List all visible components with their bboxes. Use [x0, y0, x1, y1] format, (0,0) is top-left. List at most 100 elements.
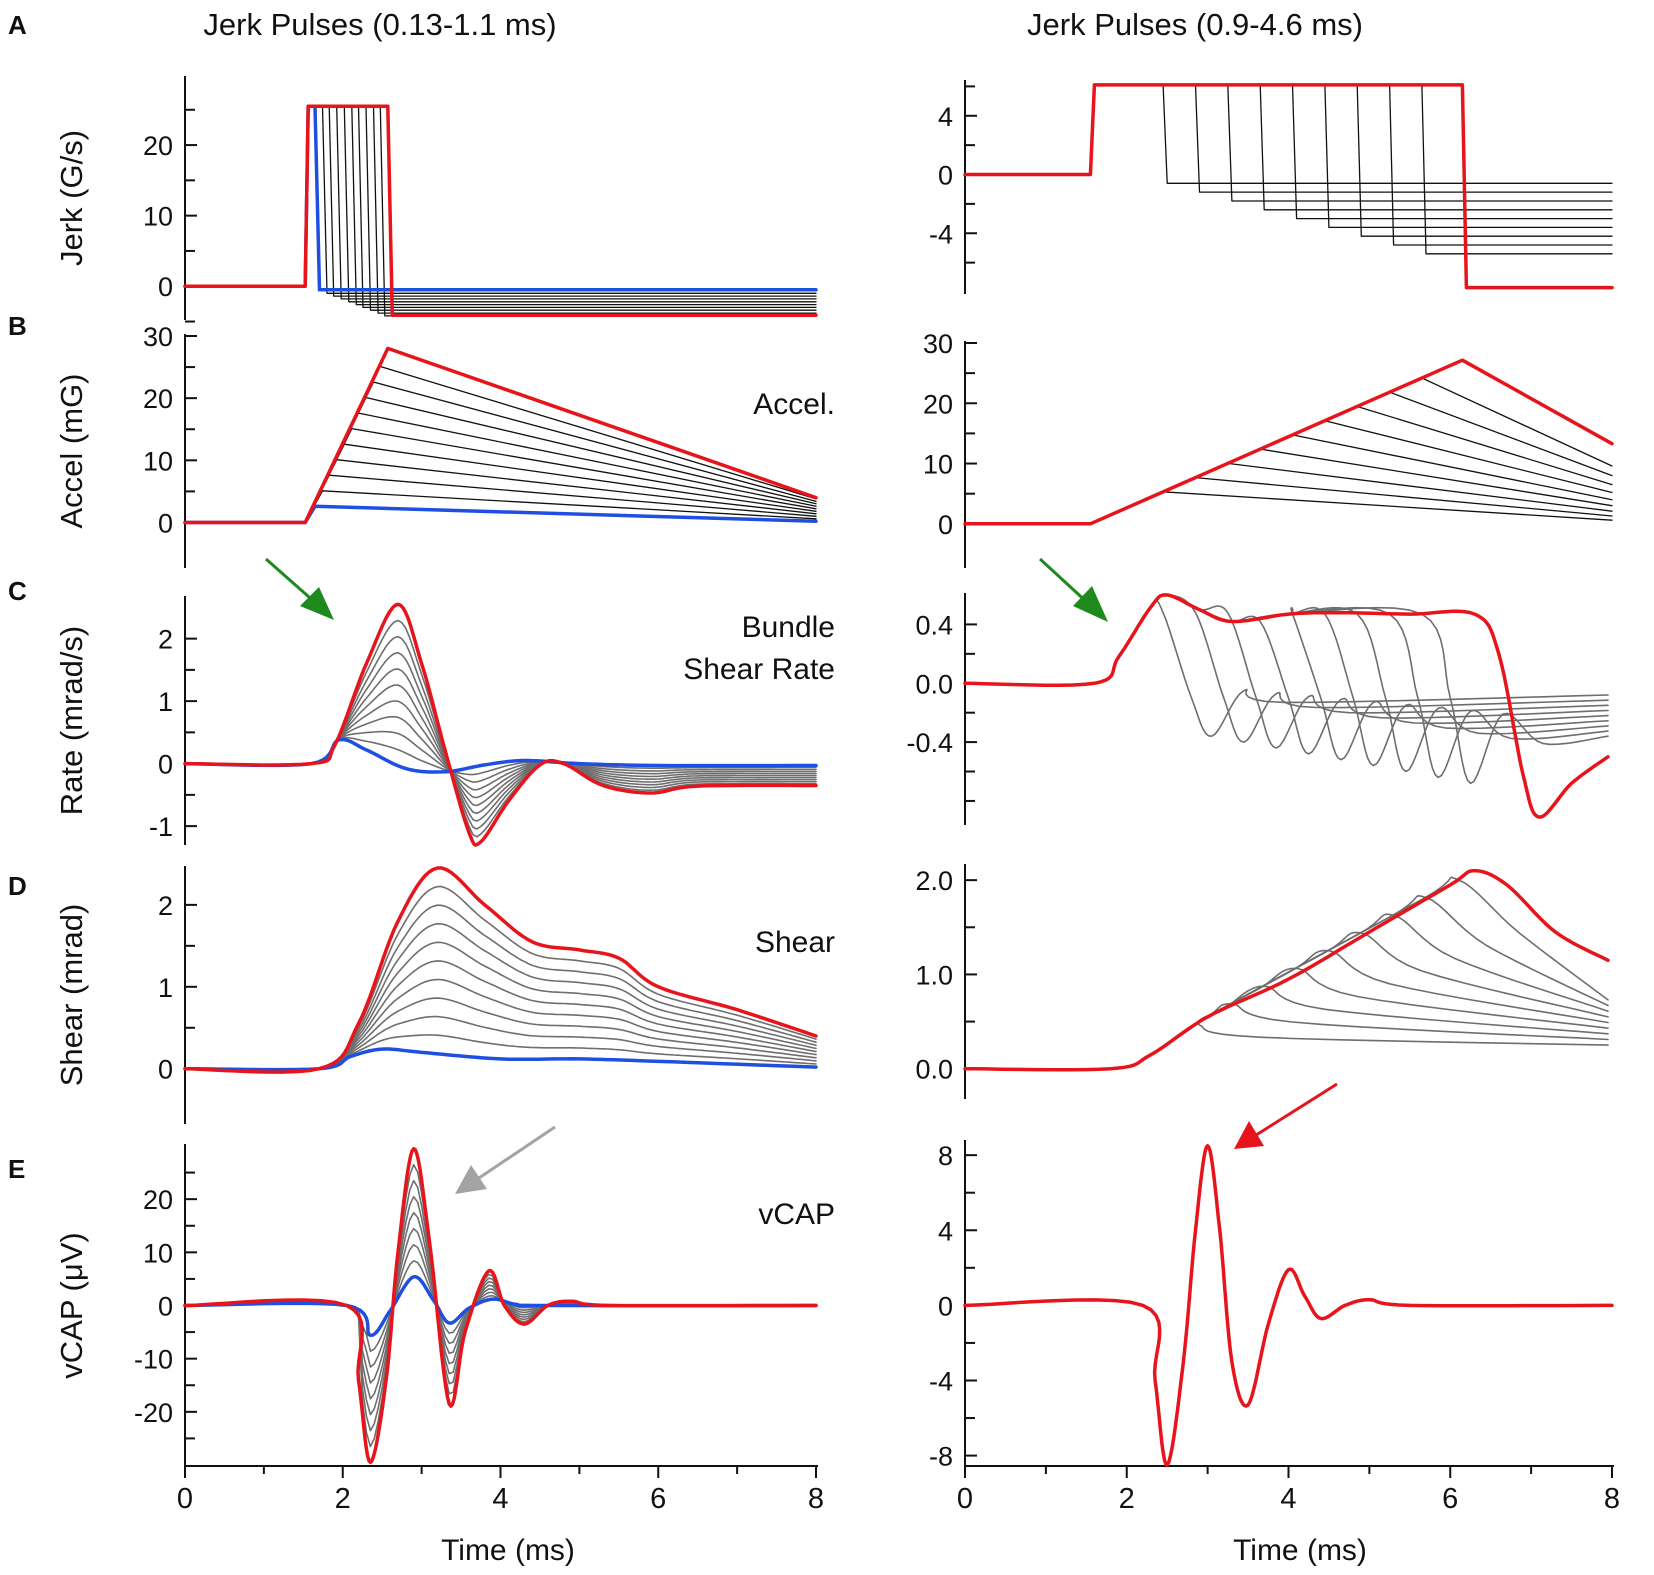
- jerk-trace-right-7: [964, 84, 1613, 246]
- C-right-gray-trace-3: [964, 594, 1609, 749]
- E-right-x-tick-label: 2: [1119, 1483, 1135, 1515]
- E-left-y-tick-label: -10: [134, 1345, 173, 1375]
- E-left-x-tick-label: 0: [177, 1483, 193, 1515]
- accel-trace-right-6: [964, 405, 1613, 525]
- E-left-x-tick-label: 8: [808, 1483, 824, 1515]
- C-right-gray-trace-7: [964, 594, 1609, 773]
- A-left-y-tick-label: 10: [143, 202, 173, 232]
- jerk-trace-right-longest: [963, 83, 1614, 290]
- E-right-y-tick-label: -8: [929, 1442, 953, 1472]
- annotation-shear-rate: Shear Rate: [683, 653, 835, 686]
- C-right-y-tick-label: 0.4: [915, 610, 953, 640]
- arrow-green-left: [265, 557, 334, 620]
- D-right-gray-trace-9: [964, 876, 1609, 1071]
- E-right-y-tick-label: -4: [929, 1366, 953, 1396]
- jerk-trace-left-4: [184, 105, 817, 303]
- A-left-y-tick-label: 20: [143, 131, 173, 161]
- panel-letter-a: A: [8, 10, 27, 40]
- jerk-trace-left-2: [184, 105, 817, 297]
- jerk-trace-left-3: [184, 105, 817, 300]
- jerk-trace-left-7: [184, 105, 817, 311]
- B-left-y-tick-label: 20: [143, 384, 173, 414]
- panel-b-left: 0 10 20 30 Accel (mG): [54, 322, 818, 568]
- E-left-y-tick-label: 10: [143, 1238, 173, 1268]
- annotation-shear: Shear: [755, 926, 835, 959]
- C-left-gray-trace-6: [184, 668, 817, 815]
- accel-trace-left-9: [184, 365, 817, 524]
- C-left-y-tick-label: 0: [158, 750, 173, 780]
- panel-b-right: 0 10 20 30: [923, 329, 1614, 568]
- D-left-y-label: Shear (mrad): [54, 904, 89, 1087]
- E-right-red-trace: [963, 1144, 1614, 1467]
- A-right-y-tick-label: -4: [929, 219, 953, 249]
- jerk-trace-left-6: [184, 105, 817, 309]
- panel-a-right: 4 0 -4: [929, 80, 1614, 294]
- jerk-trace-left-8: [184, 105, 817, 314]
- annotation-vcap: vCAP: [758, 1198, 835, 1231]
- jerk-trace-left-shortest: [183, 104, 818, 292]
- C-left-y-tick-label: -1: [149, 812, 173, 842]
- accel-trace-right-0: [964, 491, 1613, 525]
- D-right-red-trace: [963, 868, 1610, 1072]
- C-left-gray-trace-2: [184, 730, 817, 783]
- B-left-y-tick-label: 30: [143, 322, 173, 352]
- D-right-gray-trace-7: [964, 913, 1609, 1071]
- E-right-x-tick-label: 6: [1442, 1483, 1458, 1515]
- C-left-y-tick-label: 2: [158, 625, 173, 655]
- C-left-y-tick-label: 1: [158, 687, 173, 717]
- C-right-gray-trace-6: [964, 594, 1609, 767]
- E-left-x-tick-label: 6: [650, 1483, 666, 1515]
- accel-trace-right-8: [964, 377, 1613, 525]
- accel-trace-right-4: [964, 434, 1613, 525]
- E-right-x-tick-label: 0: [957, 1483, 973, 1515]
- arrow-gray: [455, 1125, 556, 1194]
- E-left-y-tick-label: -20: [134, 1398, 173, 1428]
- panel-letter-e: E: [8, 1154, 25, 1184]
- E-right-y-tick-label: 8: [938, 1141, 953, 1171]
- accel-trace-right-longest: [963, 358, 1614, 526]
- D-left-gray-trace-4: [184, 978, 817, 1072]
- B-left-y-tick-label: 0: [158, 508, 173, 538]
- D-right-gray-trace-4: [964, 967, 1609, 1071]
- C-left-gray-trace-5: [184, 684, 817, 807]
- accel-trace-left-longest: [183, 346, 818, 525]
- D-left-blue-trace: [183, 1047, 818, 1072]
- E-left-red-trace: [183, 1146, 818, 1465]
- jerk-trace-right-0: [964, 84, 1613, 184]
- accel-trace-left-2: [184, 474, 817, 524]
- A-left-y-label: Jerk (G/s): [54, 130, 89, 266]
- E-left-x-tick-label: 4: [492, 1483, 508, 1515]
- E-left-blue-trace: [183, 1275, 818, 1338]
- D-left-y-tick-label: 2: [158, 891, 173, 921]
- C-right-y-tick-label: 0.0: [915, 669, 953, 699]
- C-right-red-trace: [963, 593, 1610, 819]
- arrow-red: [1234, 1082, 1338, 1149]
- B-right-y-tick-label: 0: [938, 510, 953, 540]
- B-right-y-tick-label: 10: [923, 450, 953, 480]
- D-left-y-tick-label: 1: [158, 973, 173, 1003]
- D-right-y-tick-label: 1.0: [915, 960, 953, 990]
- jerk-trace-left-longest: [183, 104, 818, 317]
- D-right-gray-trace-2: [964, 1003, 1609, 1071]
- C-left-y-label: Rate (mrad/s): [54, 626, 89, 815]
- D-left-red-trace: [183, 866, 818, 1074]
- panel-c-left: -1 0 1 2 Rate (mrad/s): [54, 596, 818, 847]
- accel-trace-right-2: [964, 462, 1613, 525]
- A-left-y-tick-label: 0: [158, 272, 173, 302]
- D-right-gray-trace-1: [964, 1014, 1609, 1071]
- D-right-y-tick-label: 2.0: [915, 866, 953, 896]
- E-right-x-tick-label: 4: [1280, 1483, 1296, 1515]
- panel-a-left: 0 10 20 Jerk (G/s): [54, 76, 818, 323]
- jerk-trace-right-5: [964, 84, 1613, 229]
- jerk-trace-right-6: [964, 84, 1613, 237]
- jerk-trace-left-9: [184, 105, 817, 317]
- panel-e-left: -20 -10 0 10 20 vCAP (μV) 0 2 4 6 8: [54, 1144, 824, 1515]
- D-right-gray-trace-6: [964, 931, 1609, 1071]
- x-axis-label-right: Time (ms): [1233, 1534, 1367, 1567]
- A-right-y-tick-label: 4: [938, 102, 953, 132]
- D-right-y-tick-label: 0.0: [915, 1055, 953, 1085]
- D-right-gray-trace-5: [964, 949, 1609, 1071]
- panel-d-left: 0 1 2 Shear (mrad): [54, 866, 818, 1124]
